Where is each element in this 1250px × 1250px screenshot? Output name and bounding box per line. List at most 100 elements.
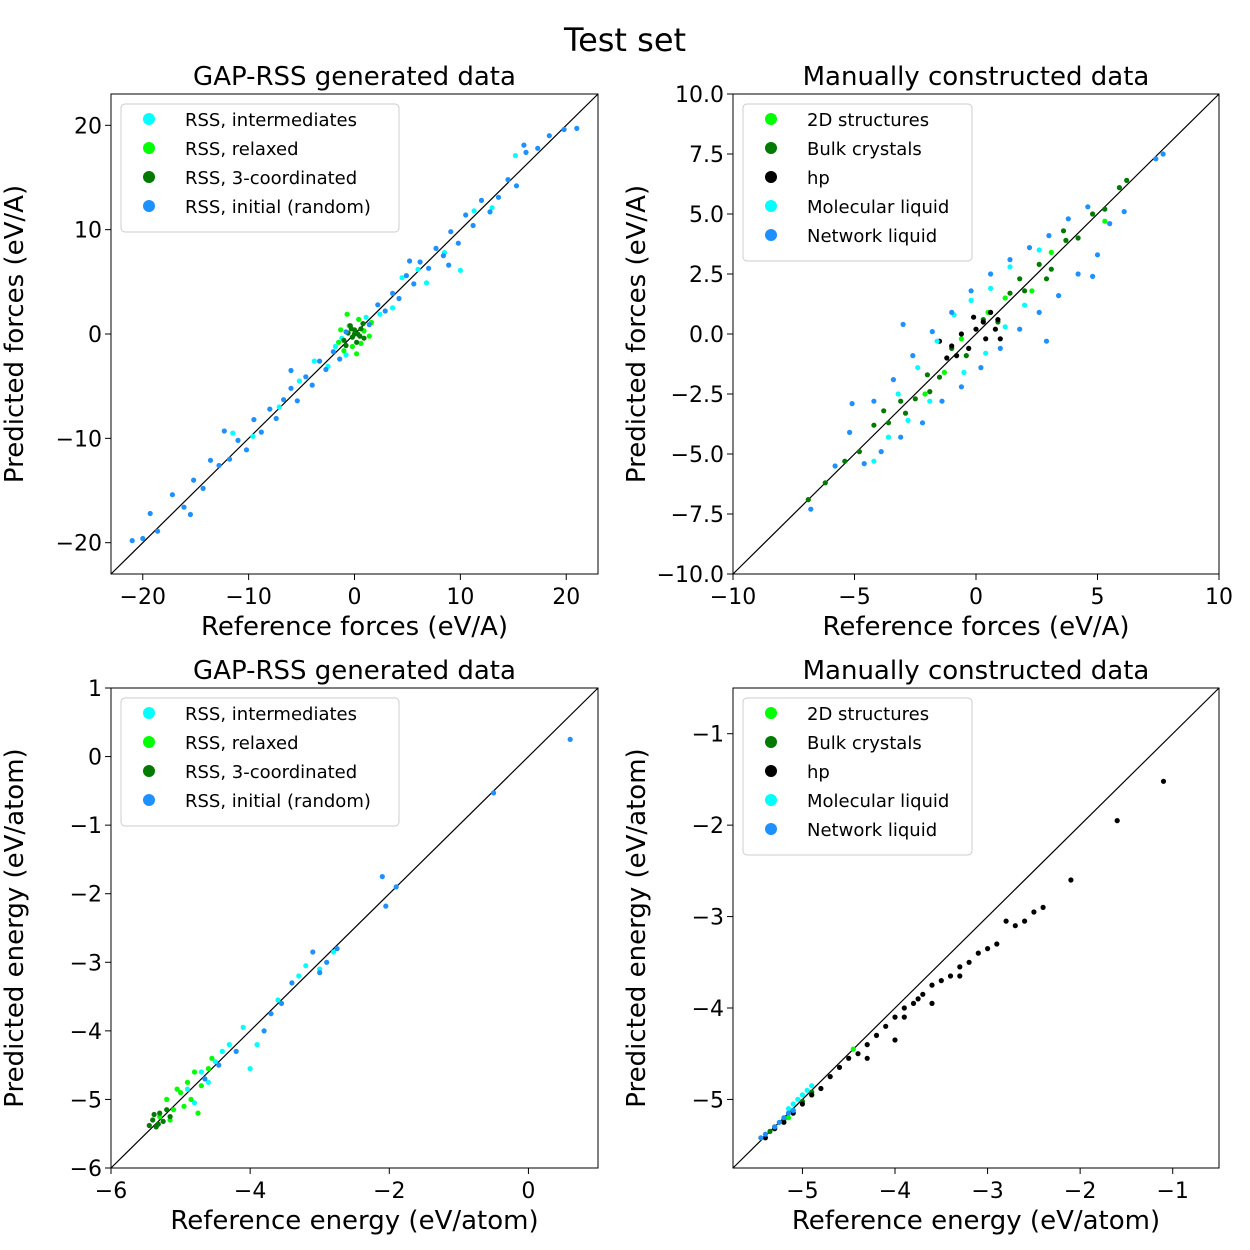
data-point bbox=[261, 1028, 267, 1034]
data-point bbox=[423, 280, 430, 286]
legend-label: Bulk crystals bbox=[807, 733, 922, 754]
legend-label: RSS, intermediates bbox=[185, 704, 357, 725]
data-point bbox=[924, 372, 931, 378]
data-point bbox=[129, 538, 135, 544]
data-point bbox=[936, 374, 943, 380]
data-point bbox=[146, 1122, 152, 1129]
data-point bbox=[411, 281, 417, 287]
data-point bbox=[478, 197, 485, 203]
data-point bbox=[827, 1074, 833, 1080]
data-point bbox=[1090, 211, 1096, 217]
data-point bbox=[927, 389, 933, 395]
data-point bbox=[849, 401, 855, 407]
data-point bbox=[947, 973, 954, 979]
data-point bbox=[268, 1011, 274, 1017]
y-tick-label: −7.5 bbox=[671, 503, 724, 528]
data-point bbox=[898, 398, 904, 404]
data-point bbox=[895, 391, 901, 397]
data-point bbox=[1012, 923, 1018, 929]
y-tick-label: −20 bbox=[56, 532, 102, 557]
data-point bbox=[762, 1131, 769, 1137]
y-tick-label: 1 bbox=[88, 677, 102, 702]
series-3 bbox=[146, 1107, 173, 1130]
data-point bbox=[505, 177, 511, 183]
legend-marker bbox=[765, 823, 777, 835]
data-point bbox=[446, 262, 452, 268]
data-point bbox=[366, 333, 372, 339]
data-point bbox=[785, 1106, 792, 1112]
data-point bbox=[337, 356, 343, 362]
data-point bbox=[296, 973, 302, 979]
data-point bbox=[929, 1000, 935, 1007]
data-point bbox=[361, 335, 367, 341]
legend-marker bbox=[765, 171, 777, 183]
data-point bbox=[561, 126, 567, 133]
data-point bbox=[883, 1023, 889, 1029]
data-point bbox=[281, 397, 287, 403]
data-point bbox=[354, 351, 360, 357]
data-point bbox=[399, 275, 405, 281]
data-point bbox=[330, 349, 336, 355]
data-point bbox=[902, 410, 909, 416]
data-point bbox=[358, 326, 364, 332]
data-point bbox=[890, 377, 897, 383]
data-point bbox=[343, 352, 349, 358]
y-tick-label: −6 bbox=[70, 1157, 102, 1182]
data-point bbox=[390, 290, 396, 296]
data-point bbox=[332, 343, 338, 350]
x-tick-label: −2 bbox=[373, 1179, 405, 1204]
data-point bbox=[842, 458, 848, 464]
data-point bbox=[375, 302, 381, 308]
data-point bbox=[151, 1111, 157, 1118]
series-5 bbox=[758, 1107, 796, 1141]
data-point bbox=[957, 964, 963, 970]
data-point bbox=[767, 1128, 773, 1134]
data-point bbox=[919, 420, 926, 426]
data-point bbox=[317, 970, 323, 976]
legend: 2D structures Bulk crystals hp Molecular li… bbox=[742, 697, 973, 856]
data-point bbox=[988, 309, 994, 315]
data-point bbox=[968, 297, 974, 303]
series-4 bbox=[202, 736, 573, 1082]
x-axis-label: Reference forces (eV/A) bbox=[822, 612, 1129, 642]
data-point bbox=[417, 259, 423, 265]
data-point bbox=[1160, 778, 1167, 784]
legend-label: RSS, 3-coordinated bbox=[185, 168, 357, 189]
data-point bbox=[1060, 228, 1067, 234]
y-tick-label: 5.0 bbox=[689, 203, 724, 228]
data-point bbox=[958, 336, 965, 342]
data-point bbox=[233, 1048, 239, 1054]
x-tick-label: −5 bbox=[838, 585, 870, 610]
data-point bbox=[949, 343, 955, 349]
data-point bbox=[957, 973, 963, 979]
data-point bbox=[216, 1062, 222, 1068]
series-2 bbox=[157, 1055, 215, 1123]
data-point bbox=[470, 222, 476, 229]
legend-label: 2D structures bbox=[807, 110, 929, 131]
data-point bbox=[971, 314, 977, 320]
data-point bbox=[184, 1086, 191, 1092]
data-point bbox=[341, 337, 347, 343]
data-point bbox=[892, 1014, 898, 1020]
data-point bbox=[433, 245, 439, 251]
x-tick-label: 0 bbox=[348, 585, 362, 610]
data-point bbox=[920, 991, 926, 997]
data-point bbox=[195, 1110, 201, 1116]
data-point bbox=[1094, 252, 1101, 258]
data-point bbox=[790, 1107, 796, 1113]
y-tick-label: −3 bbox=[692, 906, 724, 931]
x-tick-label: −10 bbox=[710, 585, 756, 610]
data-point bbox=[258, 429, 264, 435]
legend-label: Network liquid bbox=[807, 226, 937, 247]
y-tick-label: −5.0 bbox=[671, 443, 724, 468]
data-point bbox=[448, 229, 454, 235]
data-point bbox=[188, 1096, 194, 1102]
data-point bbox=[251, 417, 257, 423]
legend-box bbox=[742, 697, 973, 856]
data-point bbox=[1075, 235, 1081, 241]
data-point bbox=[983, 350, 989, 356]
data-point bbox=[1090, 273, 1096, 279]
plot-frame bbox=[732, 687, 1220, 1169]
data-point bbox=[963, 353, 969, 359]
data-point bbox=[273, 415, 279, 422]
